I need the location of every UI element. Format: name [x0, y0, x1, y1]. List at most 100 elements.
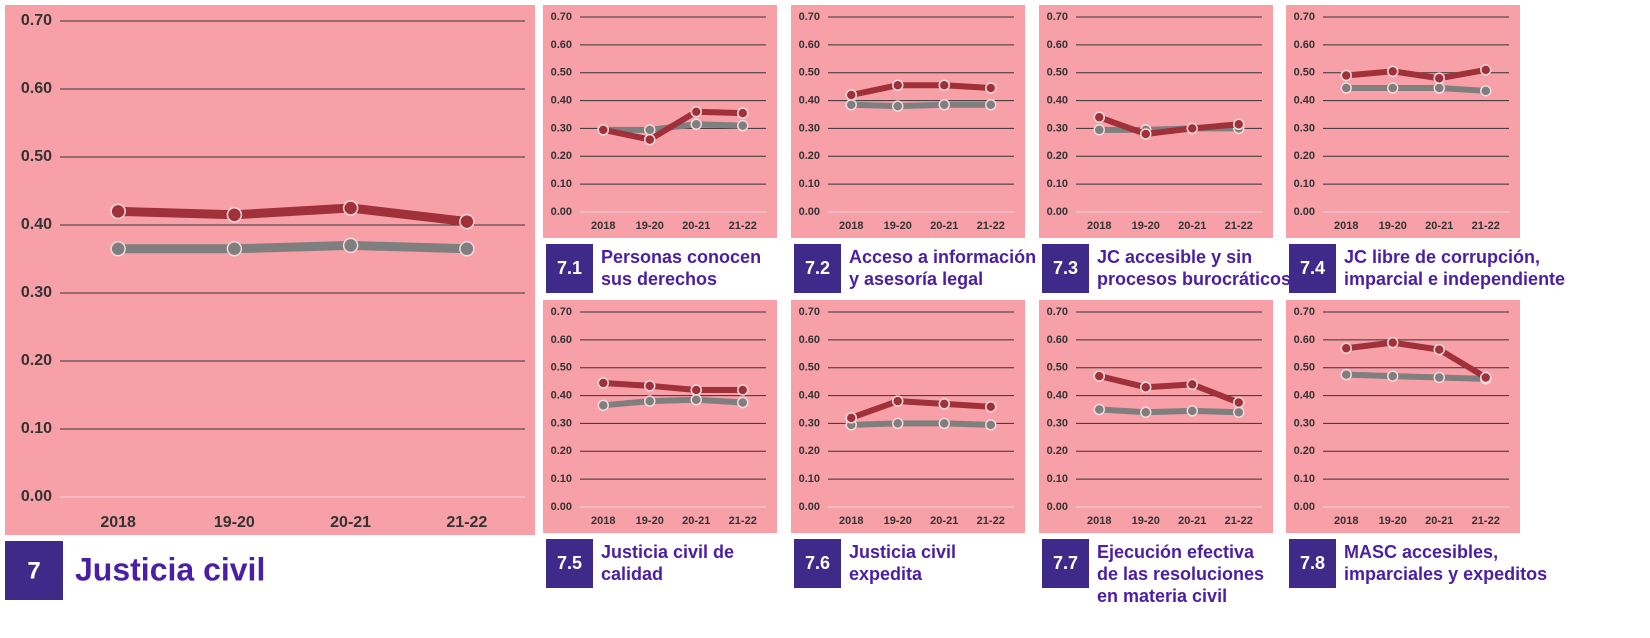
- y-tick-label: 0.40: [551, 94, 572, 106]
- y-tick-label: 0.20: [551, 445, 572, 457]
- y-tick-label: 0.20: [551, 150, 572, 162]
- x-tick-label: 21-22: [446, 514, 487, 531]
- data-point: [110, 203, 126, 220]
- data-point: [644, 380, 656, 392]
- indicator-title: imparciales y expeditos: [1344, 564, 1547, 584]
- series-line: [850, 398, 991, 421]
- y-tick-label: 0.10: [1047, 178, 1068, 190]
- y-tick-label: 0.00: [799, 501, 820, 513]
- indicator-badge: [546, 539, 593, 588]
- indicator-badge: [1042, 539, 1089, 588]
- x-tick-label: 20-21: [1178, 515, 1206, 527]
- data-point: [1093, 403, 1105, 416]
- x-tick-label: 20-21: [682, 220, 710, 232]
- y-tick-label: 0.60: [551, 334, 572, 346]
- data-point: [1186, 378, 1198, 391]
- chart-panel: [543, 5, 777, 238]
- x-tick-label: 19-20: [636, 515, 664, 527]
- y-tick-label: 0.30: [551, 417, 572, 429]
- series-line: [602, 108, 743, 143]
- y-tick-label: 0.60: [551, 39, 572, 51]
- y-tick-label: 0.70: [1047, 306, 1068, 318]
- y-tick-label: 0.50: [1047, 362, 1068, 374]
- series-line: [603, 380, 743, 393]
- data-point: [1433, 72, 1445, 85]
- y-tick-label: 0.50: [1047, 67, 1068, 79]
- data-point: [1093, 124, 1105, 136]
- y-tick-label: 0.40: [21, 216, 52, 233]
- data-point: [1480, 371, 1492, 384]
- data-point: [459, 241, 475, 257]
- x-tick-label: 19-20: [884, 220, 912, 232]
- y-tick-label: 0.40: [1047, 389, 1068, 401]
- indicator-badge: [794, 539, 841, 588]
- y-tick-label: 0.60: [1047, 334, 1068, 346]
- data-point: [737, 384, 749, 396]
- data-point: [597, 399, 609, 412]
- y-tick-label: 0.40: [799, 94, 820, 106]
- data-point: [226, 207, 243, 223]
- y-tick-label: 0.70: [551, 306, 572, 318]
- y-tick-label: 0.50: [551, 362, 572, 374]
- data-point: [226, 241, 243, 257]
- x-tick-label: 2018: [1334, 220, 1358, 232]
- data-point: [1340, 368, 1352, 381]
- y-tick-label: 0.10: [551, 473, 572, 485]
- y-tick-label: 0.60: [1294, 39, 1315, 51]
- indicator-title: y asesoría legal: [849, 269, 983, 289]
- data-point: [938, 398, 950, 410]
- indicator-title: Justicia civil: [849, 542, 956, 562]
- x-tick-label: 20-21: [1178, 220, 1206, 232]
- series-line: [1099, 406, 1239, 416]
- chart-panel: [543, 300, 777, 533]
- y-tick-label: 0.60: [1294, 334, 1315, 346]
- x-tick-label: 19-20: [1132, 515, 1160, 527]
- indicator-title: expedita: [849, 564, 923, 584]
- indicator-number: 7.3: [1053, 258, 1078, 278]
- y-tick-label: 0.20: [1294, 150, 1315, 162]
- x-tick-label: 21-22: [729, 515, 757, 527]
- x-tick-label: 20-21: [682, 515, 710, 527]
- y-tick-label: 0.60: [21, 80, 52, 97]
- series-line: [117, 203, 468, 227]
- data-point: [938, 417, 950, 430]
- y-tick-label: 0.20: [799, 445, 820, 457]
- y-tick-label: 0.00: [1294, 501, 1315, 513]
- series-line: [1346, 85, 1486, 94]
- data-point: [342, 237, 359, 254]
- x-tick-label: 2018: [1087, 515, 1111, 527]
- data-point: [1433, 82, 1445, 94]
- y-tick-label: 0.20: [1047, 445, 1068, 457]
- y-tick-label: 0.00: [551, 206, 572, 218]
- indicator-title: en materia civil: [1097, 586, 1227, 606]
- x-tick-label: 20-21: [930, 515, 958, 527]
- data-point: [1387, 336, 1399, 349]
- indicator-number: 7.2: [805, 258, 830, 278]
- x-tick-label: 21-22: [1225, 515, 1253, 527]
- y-tick-label: 0.50: [21, 148, 52, 165]
- y-tick-label: 0.30: [551, 122, 572, 134]
- y-tick-label: 0.60: [799, 39, 820, 51]
- y-tick-label: 0.00: [1294, 206, 1315, 218]
- indicator-badge: [1289, 539, 1336, 588]
- indicator-title: Personas conocen: [601, 247, 761, 267]
- indicator-number: 7.8: [1300, 553, 1325, 573]
- y-tick-label: 0.00: [1047, 501, 1068, 513]
- indicator-number: 7.1: [557, 258, 582, 278]
- y-tick-label: 0.40: [799, 389, 820, 401]
- y-tick-label: 0.30: [1047, 417, 1068, 429]
- y-tick-label: 0.70: [1294, 11, 1315, 23]
- data-point: [1140, 406, 1152, 419]
- y-tick-label: 0.30: [1294, 417, 1315, 429]
- series-line: [1345, 339, 1488, 381]
- data-point: [1186, 405, 1198, 417]
- data-point: [938, 79, 950, 91]
- y-tick-label: 0.10: [21, 420, 52, 437]
- indicator-title: imparcial e independiente: [1344, 269, 1565, 289]
- y-tick-label: 0.20: [1047, 150, 1068, 162]
- chart-panel: [1039, 300, 1273, 533]
- x-tick-label: 21-22: [977, 220, 1005, 232]
- x-tick-label: 19-20: [636, 220, 664, 232]
- y-tick-label: 0.60: [799, 334, 820, 346]
